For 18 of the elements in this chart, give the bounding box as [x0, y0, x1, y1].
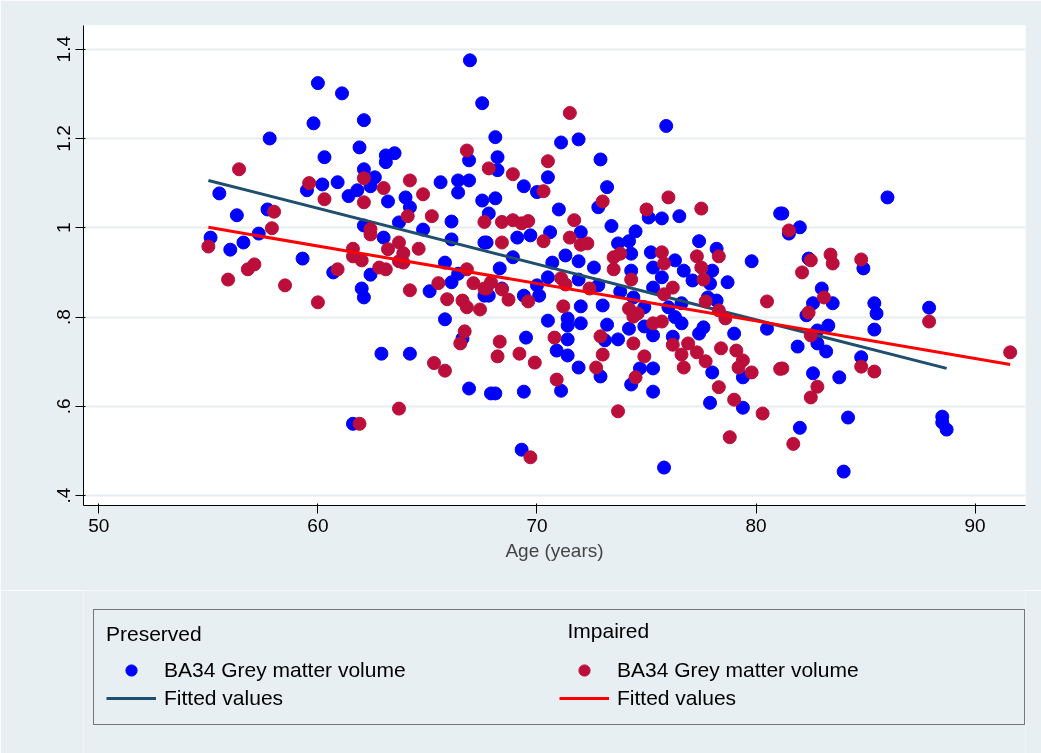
legend-label: BA34 Grey matter volume [617, 658, 860, 682]
y-tick-label: 1.2 [53, 125, 75, 152]
x-axis-title: Age (years) [505, 539, 604, 561]
x-tick-label: 80 [745, 514, 767, 536]
legend-label: Fitted values [617, 686, 738, 710]
text: Preserved [106, 622, 202, 645]
text: Impaired [567, 618, 650, 642]
y-tick-label: 1.4 [53, 35, 75, 63]
x-tick-label: 50 [88, 514, 110, 536]
x-tick-label: 70 [526, 514, 548, 536]
legend-label: BA34 Grey matter volume [164, 658, 407, 682]
x-tick-label: 90 [964, 514, 986, 536]
y-tick-label: .6 [53, 398, 75, 415]
y-tick-label: 1 [53, 222, 75, 234]
y-tick-label: .4 [53, 487, 75, 504]
y-tick-label: .8 [53, 309, 75, 325]
legend-label: Fitted values [164, 686, 285, 710]
x-tick-label: 60 [307, 514, 329, 536]
